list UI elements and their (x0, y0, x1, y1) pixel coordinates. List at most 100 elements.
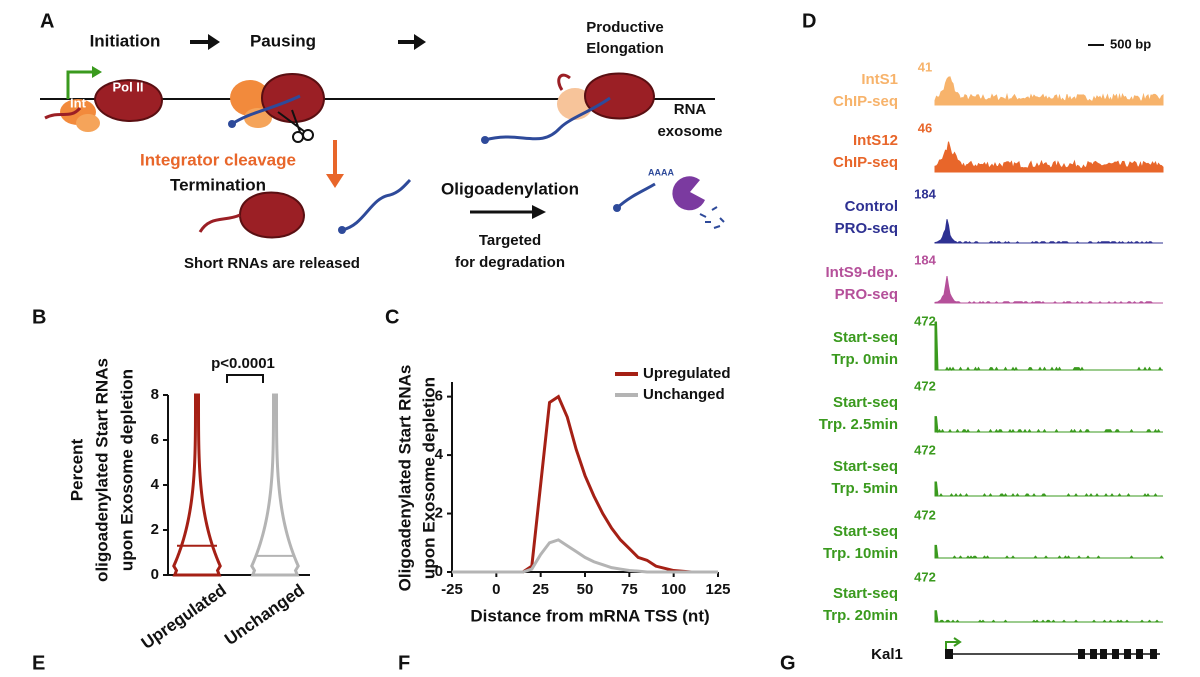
x-tick-label: Unchanged (221, 580, 308, 649)
y-label: oligoadenylated Start RNAs (92, 358, 111, 582)
y-label: upon Exosome depletion (419, 377, 438, 579)
exon (1090, 649, 1097, 659)
track-label: IntS9-dep. (825, 264, 898, 281)
exosome-label: RNA (674, 101, 707, 118)
x-tick-label: 100 (661, 581, 686, 598)
track-signal (934, 610, 1163, 623)
track-max: 472 (914, 442, 936, 457)
released-label: Short RNAs are released (184, 255, 360, 272)
exon (1112, 649, 1119, 659)
track-max: 184 (914, 186, 936, 201)
track-label: Start-seq (833, 523, 898, 540)
step: Elongation (586, 40, 664, 57)
oligo-label: Oligoadenylation (441, 179, 579, 198)
track-label: Trp. 2.5min (819, 416, 898, 433)
exon (1150, 649, 1157, 659)
track-max: 472 (914, 569, 936, 584)
track-signal (934, 76, 1164, 106)
track-label: Control (845, 198, 898, 215)
y-tick-label: 8 (151, 386, 159, 403)
line-series (452, 394, 718, 574)
y-tick-label: 4 (151, 476, 160, 493)
track-max: 184 (914, 252, 936, 267)
track-label: Trp. 0min (831, 351, 898, 368)
termination-label: Termination (170, 175, 266, 194)
y-label: Oligoadenylated Start RNAs (395, 365, 414, 592)
x-tick-label: 125 (705, 581, 730, 598)
x-tick-label: 75 (621, 581, 638, 598)
track-signal (934, 141, 1164, 173)
y-tick-label: 2 (435, 505, 443, 522)
x-tick-label: 50 (577, 581, 594, 598)
polya-label: AAAA (648, 167, 674, 177)
cleavage-label: Integrator cleavage (140, 150, 296, 169)
step: Pausing (250, 31, 316, 50)
track-label: Start-seq (833, 458, 898, 475)
scale-label: 500 bp (1110, 36, 1151, 51)
exon (1136, 649, 1143, 659)
violin (172, 393, 222, 577)
diagram-shapes (40, 34, 1104, 239)
track-label: IntS1 (861, 71, 898, 88)
track-signal (934, 416, 1163, 434)
x-tick-label: 0 (492, 581, 500, 598)
y-label: upon Exosome depletion (117, 369, 136, 571)
step: Initiation (90, 31, 161, 50)
violin (250, 393, 300, 577)
track-label: PRO-seq (835, 220, 898, 237)
track-max: 472 (914, 378, 936, 393)
targeted-label: Targeted (479, 232, 541, 249)
y-tick-label: 6 (151, 431, 159, 448)
track-label: IntS12 (853, 132, 898, 149)
gene-label: Kal1 (871, 646, 903, 663)
exon (945, 649, 953, 659)
y-tick-label: 6 (435, 388, 443, 405)
legend-label: Upregulated (643, 365, 731, 382)
panel-label: G (780, 652, 796, 674)
x-tick-label: -25 (441, 581, 463, 598)
annotation: p<0.0001 (211, 355, 275, 372)
track-label: Start-seq (833, 394, 898, 411)
exon (1100, 649, 1107, 659)
track-signal (934, 219, 1163, 244)
panel-label: A (40, 10, 54, 32)
y-tick-label: 4 (435, 446, 444, 463)
int-label: Int (70, 95, 87, 110)
panel-label: D (802, 10, 816, 32)
track-max: 46 (918, 120, 932, 135)
track-label: Start-seq (833, 585, 898, 602)
x-label: Distance from mRNA TSS (nt) (470, 606, 709, 625)
line-series (452, 538, 718, 574)
track-label: PRO-seq (835, 286, 898, 303)
exosome-label: exosome (657, 123, 722, 140)
tss-arrow (945, 637, 962, 649)
legend-label: Unchanged (643, 386, 725, 403)
track-signal (934, 275, 1163, 304)
panel-label: B (32, 306, 46, 328)
x-tick-label: Upregulated (138, 580, 230, 652)
y-tick-label: 0 (435, 563, 443, 580)
track-signal (934, 481, 1163, 497)
bracket (226, 374, 264, 383)
track-signal (934, 544, 1165, 559)
targeted-label: for degradation (455, 254, 565, 271)
step: Productive (586, 19, 664, 36)
track-label: Start-seq (833, 329, 898, 346)
track-max: 41 (918, 59, 932, 74)
track-label: Trp. 5min (831, 480, 898, 497)
pol-label: Pol II (112, 79, 143, 94)
track-label: Trp. 20min (823, 607, 898, 624)
y-tick-label: 0 (151, 566, 159, 583)
y-tick-label: 2 (151, 521, 159, 538)
track-signal (934, 321, 1163, 371)
panel-label: E (32, 652, 45, 674)
panel-label: F (398, 652, 410, 674)
y-label: Percent (67, 438, 86, 501)
panel-label: C (385, 306, 399, 328)
x-tick-label: 25 (532, 581, 549, 598)
track-max: 472 (914, 313, 936, 328)
track-label: ChIP-seq (833, 154, 898, 171)
exon (1078, 649, 1085, 659)
exon (1124, 649, 1131, 659)
